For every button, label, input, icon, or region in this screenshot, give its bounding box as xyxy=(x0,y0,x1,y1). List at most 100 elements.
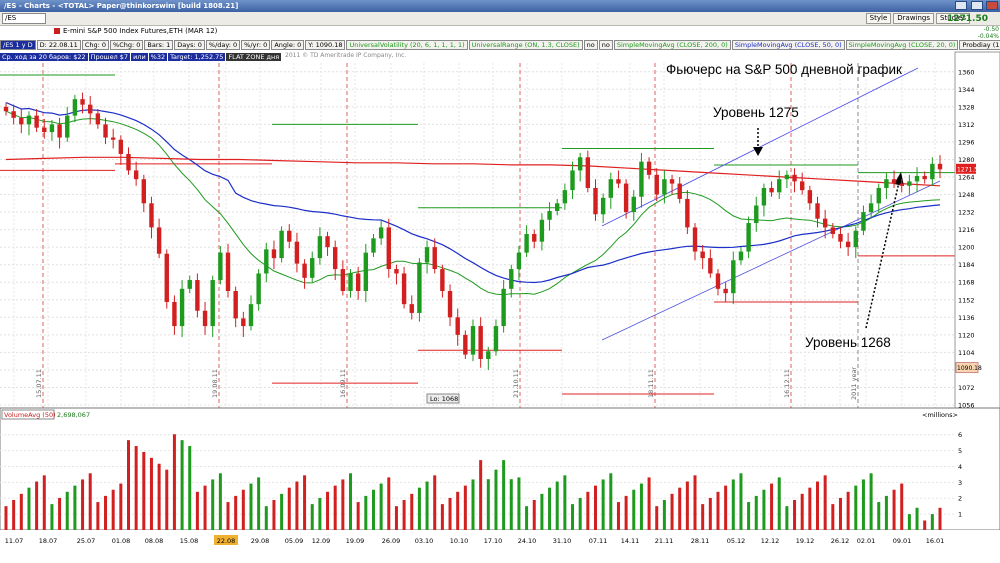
candle-body xyxy=(141,179,147,204)
volume-bar xyxy=(257,477,261,530)
volume-bar xyxy=(754,495,758,530)
study-item[interactable]: SimpleMovingAvg (CLOSE, 50, 0) xyxy=(731,40,845,50)
volume-bar xyxy=(81,479,85,530)
level-1275-label: Уровень 1275 xyxy=(713,105,799,120)
flat-zone-label: FLAT ZONE дня xyxy=(226,53,282,61)
study-item[interactable]: Probdiay (1, 5, 7) xyxy=(959,40,1000,50)
volume-bar xyxy=(402,500,406,530)
candle-body xyxy=(922,175,927,180)
volume-bar xyxy=(356,502,360,530)
candle-body xyxy=(126,153,131,171)
volume-bar xyxy=(211,479,215,530)
window-title-bar: /ES - Charts - <TOTAL> Paper@thinkorswim… xyxy=(0,0,1000,12)
candle-body xyxy=(555,203,560,211)
volume-bar xyxy=(417,487,421,530)
study-item[interactable]: %Chg: 0 xyxy=(110,40,144,50)
candle-body xyxy=(478,326,483,359)
volume-bar xyxy=(379,483,383,530)
candle-body xyxy=(279,230,284,259)
price-tick-label: 1360 xyxy=(958,68,975,76)
volume-bar xyxy=(578,497,582,530)
volume-bar xyxy=(900,483,904,530)
candle-body xyxy=(34,115,39,128)
study-item[interactable]: UniversalVolatility (20, 6, 1, 1, 1, 1) xyxy=(346,40,468,50)
candle-body xyxy=(914,175,920,182)
candle-body xyxy=(233,291,238,319)
volume-bar xyxy=(226,502,230,530)
minimize-button[interactable] xyxy=(955,1,968,10)
loss-label: Прошел $7 xyxy=(88,53,131,61)
candle-body xyxy=(463,334,468,355)
volume-bar xyxy=(532,500,536,530)
study-item[interactable]: Angle: 0 xyxy=(271,40,305,50)
maximize-button[interactable] xyxy=(970,1,983,10)
volume-bar xyxy=(387,477,391,530)
volume-bar xyxy=(349,473,353,530)
candle-body xyxy=(26,115,32,125)
volume-bar xyxy=(494,469,498,530)
study-item[interactable]: %/yr: 0 xyxy=(241,40,271,50)
candle-body xyxy=(493,326,499,352)
study-item[interactable]: UniversalRange (ON, 1.3, CLOSE) xyxy=(468,40,583,50)
drawings-button[interactable]: Drawings xyxy=(893,13,935,24)
volume-bar xyxy=(96,502,100,530)
study-item[interactable]: no xyxy=(583,40,598,50)
price-change: -0.50 xyxy=(983,26,999,33)
symbol-input[interactable]: /ES xyxy=(2,13,46,24)
volume-bar xyxy=(218,473,222,530)
volume-bar xyxy=(800,493,804,530)
volume-bar xyxy=(701,504,705,530)
study-item[interactable]: Days: 0 xyxy=(174,40,205,50)
date-tick-label: 14.11 xyxy=(621,537,640,545)
volume-bar xyxy=(639,483,643,530)
date-tick-label: 11.07 xyxy=(5,537,24,545)
volume-bar xyxy=(310,504,314,530)
study-item[interactable]: Chg: 0 xyxy=(81,40,110,50)
volume-bar xyxy=(747,502,751,530)
close-button[interactable] xyxy=(986,1,998,10)
study-item[interactable]: no xyxy=(598,40,613,50)
candle-body xyxy=(65,115,70,138)
study-item[interactable]: Bars: 1 xyxy=(144,40,174,50)
date-tick-label: 07.11 xyxy=(589,537,608,545)
study-item[interactable]: SimpleMovingAvg (CLOSE, 200, 0) xyxy=(613,40,731,50)
candle-body xyxy=(80,99,85,105)
study-item[interactable]: /ES 1 y D xyxy=(0,40,36,50)
candle-body xyxy=(103,124,108,138)
candle-body xyxy=(11,111,16,118)
volume-bar xyxy=(272,500,276,530)
volume-bar xyxy=(632,489,636,530)
candle-body xyxy=(202,310,208,327)
date-marker-label: 16.12.11 xyxy=(783,369,791,398)
price-tick-label: 1248 xyxy=(958,191,975,199)
candle-body xyxy=(486,351,491,359)
candle-body xyxy=(853,230,858,248)
volume-bar xyxy=(777,477,781,530)
info-bar: Ср. ход за 20 баров: $22 Прошел $7 или %32 T… xyxy=(0,52,282,63)
studies-button[interactable]: Studies xyxy=(936,13,970,24)
candle-body xyxy=(179,288,185,327)
volume-bar xyxy=(647,477,651,530)
date-marker-label: 21.10.11 xyxy=(512,369,520,398)
date-marker-label: 18.11.11 xyxy=(647,369,655,398)
volume-bar xyxy=(739,473,743,530)
study-item[interactable]: SimpleMovingAvg (CLOSE, 20, 0) xyxy=(845,40,959,50)
study-item[interactable]: Y: 1090.18 xyxy=(305,40,346,50)
style-button[interactable]: Style xyxy=(865,13,892,24)
study-item[interactable]: %/day: 0 xyxy=(205,40,241,50)
volume-bar xyxy=(823,475,827,530)
date-tick-label: 15.08 xyxy=(180,537,199,545)
price-tick-label: 1216 xyxy=(958,226,975,234)
study-item[interactable]: D: 22.08.11 xyxy=(36,40,81,50)
price-tick-label: 1264 xyxy=(958,174,975,182)
symbol-description-bar: E-mini S&P 500 Index Futures,ETH (MAR 12… xyxy=(0,26,1000,40)
channel-lower-line xyxy=(601,180,941,341)
volume-bar xyxy=(318,497,322,530)
candle-body xyxy=(118,139,124,154)
price-tick-label: 1184 xyxy=(958,261,975,269)
volume-tick-label: 5 xyxy=(958,447,962,455)
volume-bar xyxy=(892,489,896,530)
volume-bar xyxy=(142,451,146,530)
volume-bar xyxy=(838,497,842,530)
